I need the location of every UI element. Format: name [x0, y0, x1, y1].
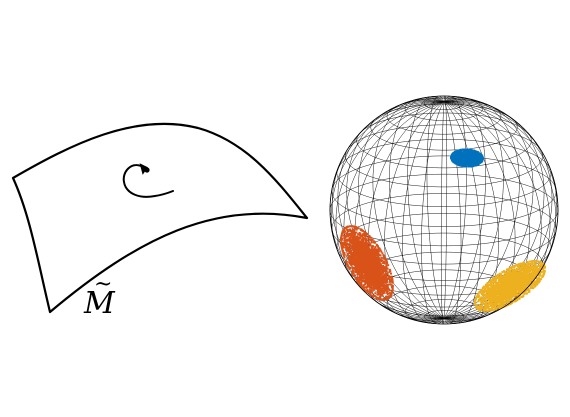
sphere-longitude-line [389, 97, 445, 319]
manifold-surface [11, 122, 309, 314]
sphere-longitude-line [443, 101, 481, 324]
sphere-longitude-line [426, 95, 445, 319]
sphere-longitude-line [402, 101, 445, 324]
sphere-longitude-line [443, 101, 551, 320]
sphere-clusters [340, 148, 546, 312]
sphere-longitude-line [407, 96, 445, 319]
sphere-longitude-line [443, 96, 467, 319]
sphere-longitude-line [354, 101, 445, 321]
cluster-left-points [340, 225, 394, 301]
sphere-longitude-line [443, 101, 462, 325]
sphere-longitude-line [440, 101, 445, 325]
sphere-latitude-line [331, 155, 557, 227]
cluster-right-points [474, 260, 546, 312]
sphere-longitude-line [384, 101, 445, 323]
manifold-diagram: ~ M [11, 122, 309, 321]
sphere-latitude-line [356, 112, 532, 169]
manifold-label: ~ M [83, 272, 116, 321]
sphere-diagram [329, 95, 559, 325]
sphere-longitude-line [443, 96, 486, 319]
sphere-longitude-line [443, 95, 448, 319]
sphere-outline [329, 95, 559, 325]
manifold-label-symbol: M [83, 286, 116, 321]
rotation-arrow-icon [122, 163, 174, 198]
sphere-longitude-line [331, 101, 445, 319]
sphere-longitude-line [421, 101, 445, 324]
sphere-longitude-line [443, 101, 499, 323]
cluster-top-points [450, 148, 484, 168]
manifold-label-accent: ~ [94, 272, 112, 297]
sphere-longitude-line [443, 97, 504, 319]
